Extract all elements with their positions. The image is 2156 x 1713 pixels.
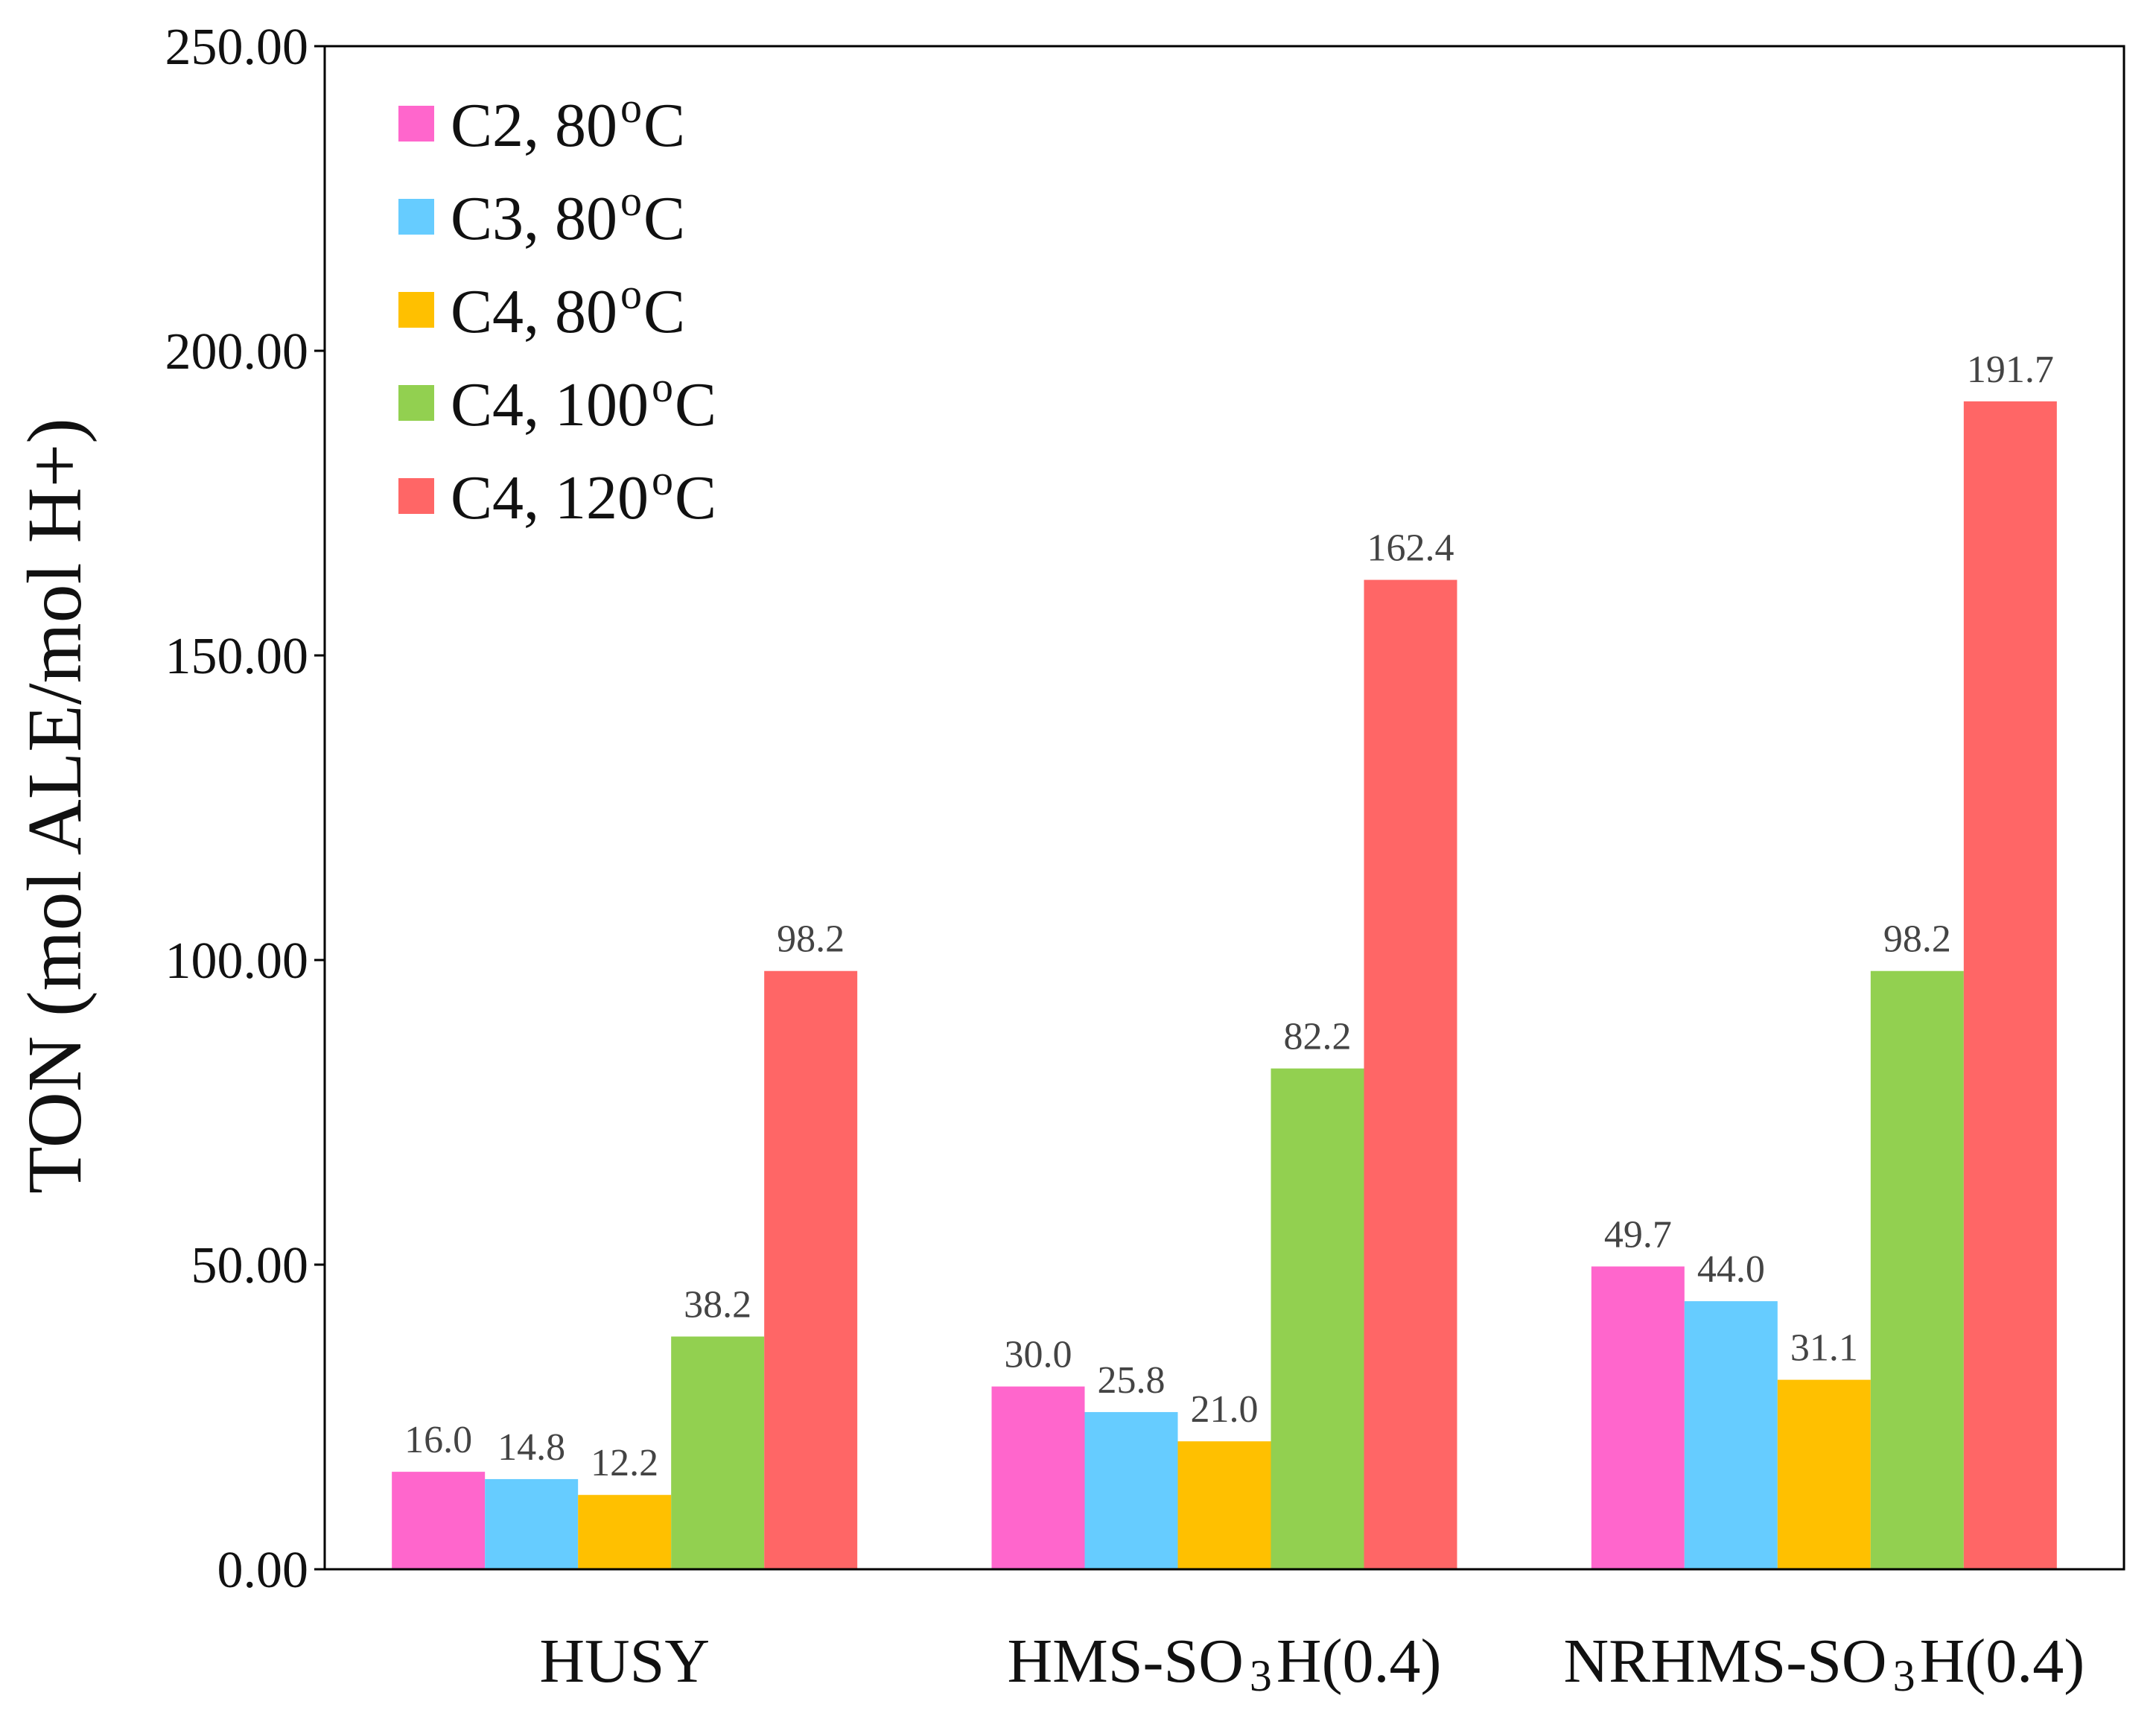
bar-value-label: 98.2: [1883, 918, 1951, 961]
bar-value-label: 191.7: [1967, 349, 2054, 391]
x-category-label: HUSY: [539, 1627, 710, 1696]
bar: [578, 1495, 672, 1569]
bar: [485, 1478, 579, 1569]
legend-label: C2, 80oC: [451, 83, 685, 160]
x-axis: HUSY HMS-SO 3H(0.4) NRHMS-SO 3H(0.4): [539, 1627, 2085, 1700]
bar-value-label: 98.2: [777, 918, 845, 961]
y-tick-label: 150.00: [165, 628, 309, 685]
bar-value-label: 21.0: [1191, 1388, 1259, 1431]
bar: [1271, 1068, 1364, 1569]
bar: [991, 1386, 1085, 1569]
bar-value-label: 38.2: [684, 1284, 751, 1326]
bar: [1177, 1441, 1271, 1569]
bar-value-label: 162.4: [1367, 527, 1454, 570]
legend-swatch: [398, 199, 434, 235]
bars-layer: [392, 401, 2057, 1569]
bar-value-label: 82.2: [1284, 1016, 1352, 1058]
legend-label: C4, 120oC: [451, 456, 716, 533]
bar: [764, 970, 858, 1569]
bar-value-label: 44.0: [1697, 1248, 1765, 1291]
y-tick-label: 250.00: [165, 19, 309, 76]
bar: [1684, 1301, 1778, 1569]
legend-swatch: [398, 385, 434, 421]
bar-value-label: 14.8: [497, 1426, 565, 1469]
plot-area-frame: [323, 45, 2125, 1571]
bar-value-label: 16.0: [404, 1419, 472, 1461]
bar-value-label: 31.1: [1790, 1327, 1858, 1370]
bar: [1777, 1379, 1871, 1569]
bar: [1084, 1411, 1178, 1569]
legend-swatch: [398, 106, 434, 142]
y-axis: 0.00 50.00 100.00 150.00 200.00 250.00: [165, 19, 325, 1599]
bar: [1591, 1266, 1685, 1569]
bar: [671, 1336, 765, 1569]
bar-value-label: 49.7: [1604, 1213, 1672, 1256]
y-tick-label: 200.00: [165, 323, 309, 381]
y-tick-label: 50.00: [191, 1237, 309, 1294]
legend-label: C4, 100oC: [451, 363, 716, 439]
legend-swatch: [398, 478, 434, 514]
bar: [392, 1472, 486, 1569]
legend-swatch: [398, 292, 434, 328]
bar: [1870, 970, 1964, 1569]
y-axis-title: TON (mol ALE/mol H+): [12, 418, 98, 1194]
bar-value-label: 25.8: [1098, 1359, 1166, 1402]
bar: [1963, 401, 2057, 1569]
data-labels-layer: 16.0 14.8 12.2 38.2 98.2 30.0 25.8 21.0 82.2 162.…: [404, 349, 2054, 1484]
bar-value-label: 30.0: [1005, 1334, 1072, 1376]
legend-label: C4, 80oC: [451, 270, 685, 346]
y-tick-label: 0.00: [217, 1542, 309, 1599]
bar-value-label: 12.2: [591, 1442, 658, 1484]
y-tick-label: 100.00: [165, 932, 309, 990]
bar: [1364, 579, 1457, 1569]
legend: C2, 80oC C3, 80oC C4, 80oC C4, 100oC C4, 120…: [398, 83, 716, 533]
legend-label: C3, 80oC: [451, 177, 685, 253]
x-category-label: NRHMS-SO 3H(0.4): [1563, 1627, 2085, 1700]
x-category-label: HMS-SO 3H(0.4): [1007, 1627, 1441, 1700]
